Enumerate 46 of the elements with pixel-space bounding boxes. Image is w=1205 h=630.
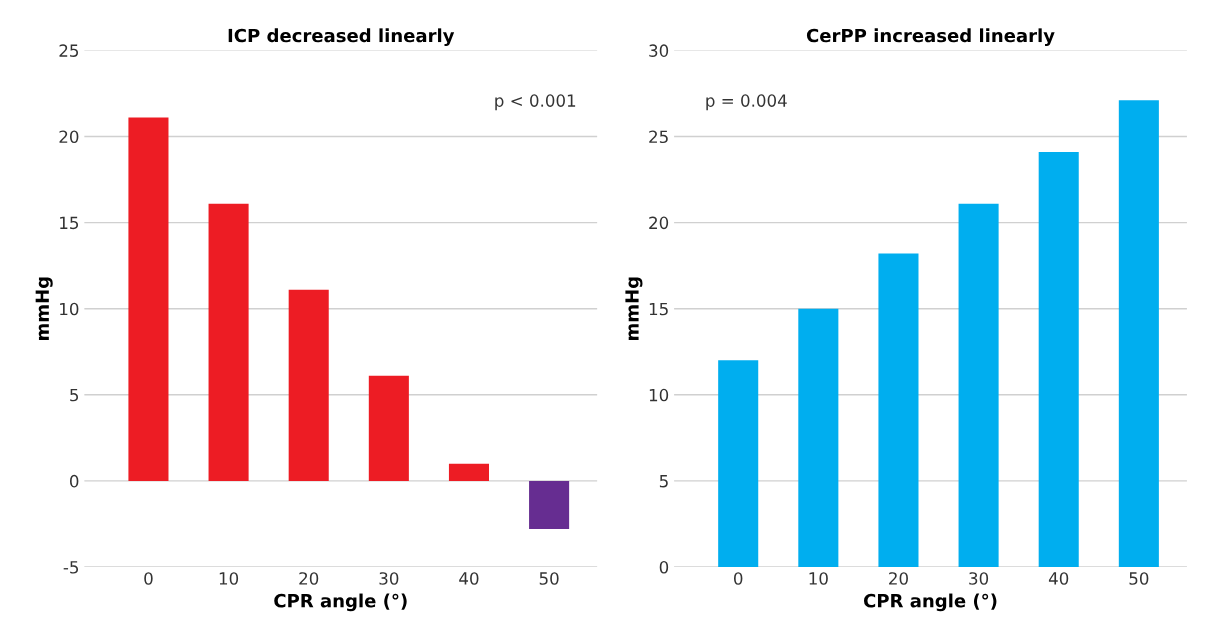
y-tick-label: 0	[659, 560, 669, 574]
x-axis-title: CPR angle (°)	[863, 593, 997, 612]
x-tick-label: 30	[379, 572, 399, 585]
y-tick-label: 15	[60, 216, 79, 230]
annotation: p = 0.004	[706, 94, 787, 111]
y-tick-label: 10	[60, 302, 79, 316]
bar	[958, 203, 999, 567]
y-tick-label: 5	[70, 388, 79, 402]
x-tick-label: 30	[969, 572, 989, 585]
x-axis-title: CPR angle (°)	[274, 593, 407, 612]
y-tick-label: 25	[59, 44, 79, 57]
bar	[798, 308, 839, 567]
bar	[368, 375, 409, 481]
y-tick-label: 20	[649, 216, 669, 230]
x-tick-label: 50	[539, 572, 559, 585]
x-tick-label: 20	[299, 572, 319, 585]
bar	[1038, 152, 1079, 567]
bar	[288, 289, 329, 481]
x-tick-label: 0	[144, 572, 153, 585]
y-tick-label: 5	[659, 475, 668, 488]
chart-title: ICP decreased linearly	[228, 28, 455, 46]
y-tick-label: 20	[59, 130, 79, 144]
y-tick-label: 25	[649, 130, 668, 144]
bar	[878, 253, 919, 567]
bar	[1118, 100, 1159, 567]
y-tick-label: -5	[63, 561, 79, 574]
x-tick-label: 0	[734, 572, 743, 585]
bar	[718, 360, 759, 567]
annotation: p < 0.001	[495, 94, 576, 111]
bar	[208, 203, 249, 481]
bar	[128, 117, 169, 481]
y-tick-label: 0	[69, 474, 79, 488]
bar	[529, 480, 570, 530]
x-tick-label: 50	[1129, 572, 1149, 585]
chart-title: CerPP increased linearly	[806, 28, 1055, 46]
bar	[448, 463, 489, 481]
x-tick-label: 20	[889, 572, 908, 585]
y-tick-label: 10	[649, 388, 669, 402]
y-axis-title: mmHg	[35, 277, 53, 341]
x-tick-label: 40	[459, 572, 479, 585]
y-tick-label: 15	[649, 302, 668, 316]
x-tick-label: 10	[219, 572, 239, 585]
y-axis-title: mmHg	[625, 277, 643, 341]
x-tick-label: 10	[809, 572, 828, 585]
x-tick-label: 40	[1048, 572, 1069, 585]
y-tick-label: 30	[649, 44, 669, 57]
